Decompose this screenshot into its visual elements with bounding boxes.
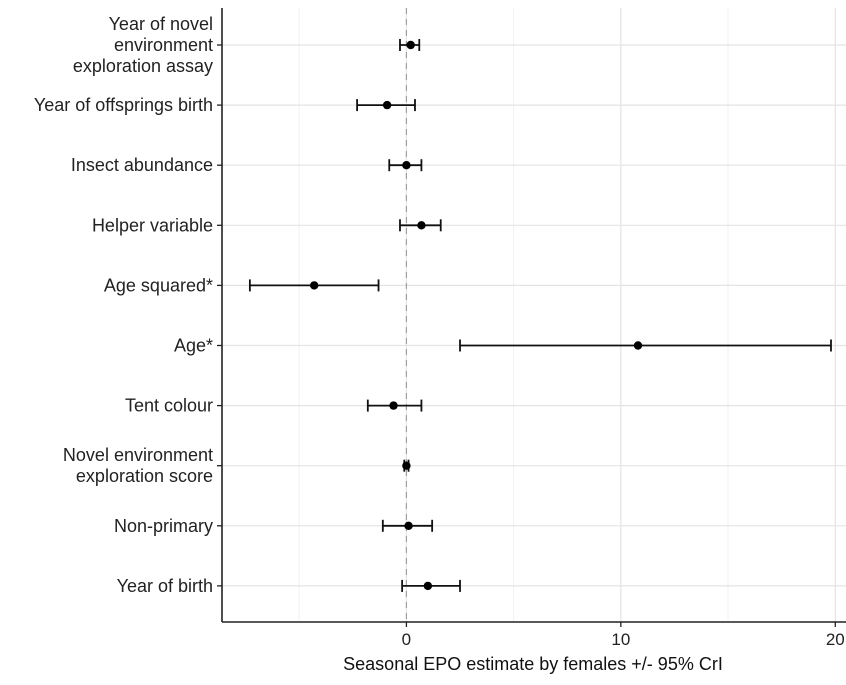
estimate-point: [423, 581, 433, 591]
estimate-point: [633, 341, 643, 350]
x-axis-label: Seasonal EPO estimate by females +/- 95%…: [343, 654, 723, 674]
x-tick-label: 0: [402, 630, 411, 649]
row-label: Age squared*: [104, 275, 213, 295]
row-label: environment: [114, 35, 213, 55]
x-axis-tick-labels: 0 10 20: [402, 630, 845, 649]
grid-lines: [222, 8, 846, 622]
row-label: Year of birth: [117, 576, 213, 596]
estimate-point: [382, 100, 392, 110]
row-label: Insect abundance: [71, 155, 213, 175]
row-label: exploration assay: [73, 56, 213, 76]
row-label: Non-primary: [114, 516, 213, 536]
estimate-point: [402, 161, 411, 170]
row-label: Age*: [174, 336, 213, 356]
estimate-point: [417, 221, 426, 230]
row-label: Year of offsprings birth: [34, 95, 213, 115]
estimate-point: [389, 401, 398, 410]
row-label: Tent colour: [125, 396, 213, 416]
x-tick-label: 20: [826, 630, 845, 649]
estimate-point: [402, 461, 411, 470]
estimate-point: [406, 40, 415, 50]
row-label: Year of novel: [109, 14, 213, 34]
axes: [217, 8, 846, 627]
estimate-point: [404, 521, 413, 530]
row-label: Helper variable: [92, 215, 213, 235]
row-label: exploration score: [76, 466, 213, 486]
estimate-point: [310, 281, 319, 290]
x-tick-label: 10: [611, 630, 630, 649]
row-label: Novel environment: [63, 445, 213, 465]
estimate-marks: [248, 39, 832, 592]
